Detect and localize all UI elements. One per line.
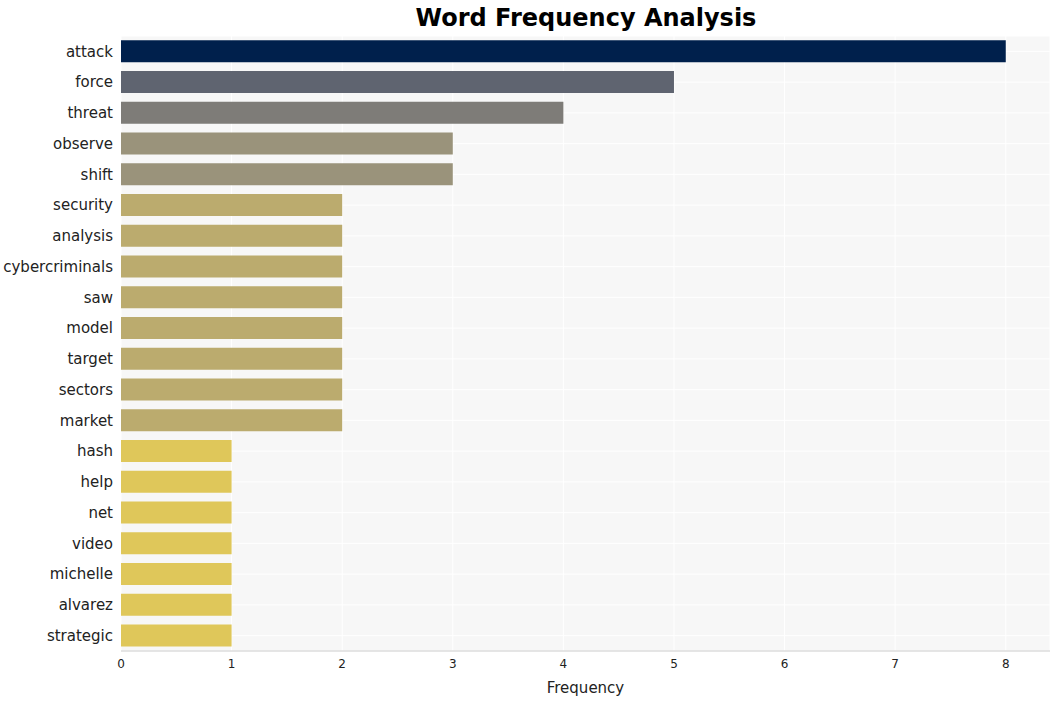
svg-text:michelle: michelle xyxy=(50,565,113,583)
html-text:Word Frequency Analysis: Word Frequency Analysis xyxy=(415,4,757,32)
svg-text:strategic: strategic xyxy=(47,627,113,645)
svg-text:0: 0 xyxy=(117,657,125,671)
svg-text:net: net xyxy=(88,504,113,522)
svg-text:attack: attack xyxy=(66,43,113,61)
svg-text:1: 1 xyxy=(228,657,236,671)
svg-text:6: 6 xyxy=(781,657,789,671)
svg-text:target: target xyxy=(67,350,113,368)
svg-text:market: market xyxy=(60,412,113,430)
svg-text:hash: hash xyxy=(77,442,113,460)
svg-text:security: security xyxy=(53,196,113,214)
svg-text:4: 4 xyxy=(560,657,568,671)
svg-text:7: 7 xyxy=(891,657,899,671)
svg-text:observe: observe xyxy=(53,135,113,153)
svg-text:analysis: analysis xyxy=(52,227,113,245)
svg-text:Frequency: Frequency xyxy=(547,679,625,697)
svg-text:5: 5 xyxy=(670,657,678,671)
svg-text:8: 8 xyxy=(1002,657,1010,671)
svg-text:shift: shift xyxy=(81,166,114,184)
svg-text:cybercriminals: cybercriminals xyxy=(8,258,113,276)
svg-text:alvarez: alvarez xyxy=(59,596,113,614)
svg-text:help: help xyxy=(81,473,113,491)
svg-text:3: 3 xyxy=(449,657,457,671)
svg-text:sectors: sectors xyxy=(59,381,114,399)
svg-text:model: model xyxy=(66,319,113,337)
svg-text:2: 2 xyxy=(338,657,346,671)
svg-text:threat: threat xyxy=(67,104,113,122)
svg-text:force: force xyxy=(75,73,113,91)
svg-text:video: video xyxy=(72,535,113,553)
svg-text:saw: saw xyxy=(84,289,113,307)
